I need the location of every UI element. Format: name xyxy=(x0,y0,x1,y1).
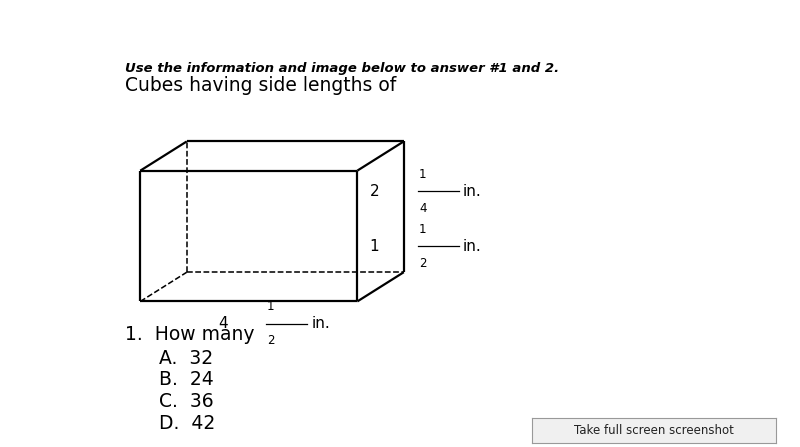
Text: 1.  How many: 1. How many xyxy=(125,325,260,344)
Text: A.  32: A. 32 xyxy=(159,349,213,368)
Text: 2: 2 xyxy=(370,184,379,199)
Text: Take full screen screenshot: Take full screen screenshot xyxy=(574,424,734,437)
Text: in.: in. xyxy=(463,184,482,199)
Text: C.  36: C. 36 xyxy=(159,392,214,411)
Text: D.  42: D. 42 xyxy=(159,414,215,433)
Text: 2: 2 xyxy=(267,334,274,347)
Text: 4: 4 xyxy=(419,202,426,215)
Text: Cubes having side lengths of: Cubes having side lengths of xyxy=(125,76,402,95)
Text: 1: 1 xyxy=(419,168,426,181)
Text: 1: 1 xyxy=(370,239,379,254)
Text: 2: 2 xyxy=(419,257,426,270)
Text: 1: 1 xyxy=(419,223,426,236)
Text: 1: 1 xyxy=(267,300,274,313)
Text: B.  24: B. 24 xyxy=(159,371,214,389)
Text: Use the information and image below to answer #1 and 2.: Use the information and image below to a… xyxy=(125,62,559,75)
Text: in.: in. xyxy=(311,316,330,331)
Text: in.: in. xyxy=(463,239,482,254)
Text: 4: 4 xyxy=(218,316,227,331)
